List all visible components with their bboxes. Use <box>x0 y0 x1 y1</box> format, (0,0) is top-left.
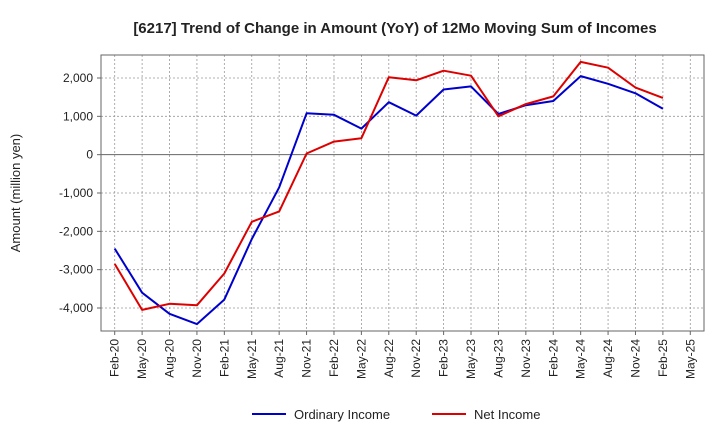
series-line-net-income <box>113 60 664 311</box>
x-tick-label: Feb-21 <box>217 339 231 377</box>
x-tick-label: Nov-22 <box>409 339 423 378</box>
chart-title: [6217] Trend of Change in Amount (YoY) o… <box>133 20 656 37</box>
x-tick-label: Nov-20 <box>190 339 204 378</box>
x-tick-label: Aug-24 <box>601 339 615 378</box>
x-tick-label: Aug-20 <box>163 339 177 378</box>
x-tick-label: Feb-23 <box>437 339 451 377</box>
x-tick-label: Feb-20 <box>108 339 122 377</box>
y-axis-ticks: 2,000 1,000 0 -1,000 -2,000 -3,000 -4,000 <box>59 71 101 315</box>
legend: Ordinary Income Net Income <box>252 407 540 422</box>
x-tick-label: May-25 <box>683 339 697 379</box>
grid <box>101 55 704 331</box>
series-line-ordinary-income <box>113 75 664 326</box>
x-tick-label: Nov-23 <box>519 339 533 378</box>
x-tick-label: May-22 <box>354 339 368 379</box>
x-tick-label: May-21 <box>245 339 259 379</box>
x-tick-label: Feb-22 <box>327 339 341 377</box>
series-layer <box>113 60 664 326</box>
y-axis-label: Amount (million yen) <box>8 134 23 253</box>
x-tick-label: Nov-21 <box>300 339 314 378</box>
x-tick-label: May-24 <box>574 339 588 379</box>
y-tick-label: 0 <box>86 148 93 162</box>
y-tick-label: -1,000 <box>59 186 93 200</box>
x-tick-label: May-23 <box>464 339 478 379</box>
x-tick-label: Aug-21 <box>272 339 286 378</box>
x-tick-label: Feb-25 <box>656 339 670 377</box>
x-axis-ticks: Feb-20 May-20 Aug-20 Nov-20 Feb-21 May-21 Aug-… <box>108 331 697 379</box>
legend-label: Net Income <box>474 407 540 422</box>
x-tick-label: Aug-23 <box>491 339 505 378</box>
y-tick-label: -4,000 <box>59 301 93 315</box>
x-tick-label: Aug-22 <box>382 339 396 378</box>
y-tick-label: 1,000 <box>63 109 93 123</box>
x-tick-label: Nov-24 <box>628 339 642 378</box>
y-tick-label: -2,000 <box>59 224 93 238</box>
x-tick-label: Feb-24 <box>546 339 560 377</box>
y-tick-label: -3,000 <box>59 263 93 277</box>
x-tick-label: May-20 <box>135 339 149 379</box>
legend-label: Ordinary Income <box>294 407 390 422</box>
y-tick-label: 2,000 <box>63 71 93 85</box>
